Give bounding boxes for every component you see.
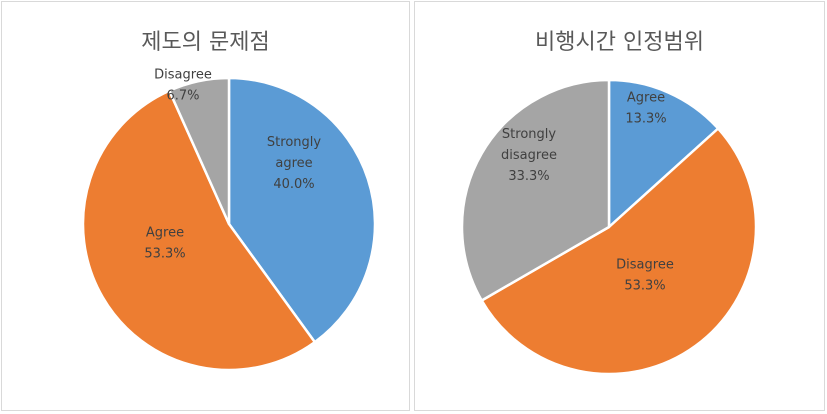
slice-data-label: Agree 53.3% — [144, 226, 185, 262]
pie-chart-flight-time: Agree 13.3% Disagree 53.3% Strongly disagree 3… — [460, 78, 758, 376]
slice-data-label: Disagree 53.3% — [616, 258, 674, 294]
pie-slice — [607, 78, 720, 229]
chart-title: 제도의 문제점 — [141, 30, 270, 55]
slice-data-label: Strongly disagree 33.3% — [501, 127, 557, 184]
chart-panel-flight-time: 비행시간 인정범위 Agree 13.3% Disagree 53.3% Strongl… — [414, 1, 825, 411]
pie-slice — [480, 127, 758, 376]
chart-panel-problems: 제도의 문제점 Strongly agree 40.0% Agree 53.3% Disa… — [1, 1, 410, 411]
pie-slice — [81, 89, 317, 372]
slice-data-label: Disagree 6.7% — [154, 68, 212, 104]
pie-slice — [460, 78, 611, 302]
chart-title: 비행시간 인정범위 — [535, 30, 704, 55]
pie-slice — [168, 76, 231, 226]
pie-slice — [227, 76, 377, 344]
slice-data-label: Strongly agree 40.0% — [267, 135, 321, 192]
pie-chart-problems: Strongly agree 40.0% Agree 53.3% Disagree 6.7% — [81, 68, 377, 372]
slice-data-label: Agree 13.3% — [625, 91, 666, 127]
